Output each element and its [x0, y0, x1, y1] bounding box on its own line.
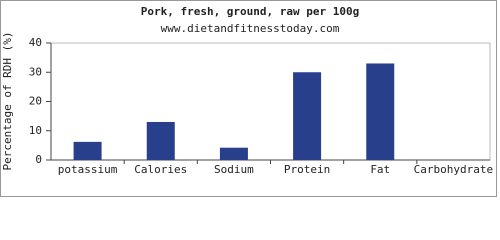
- x-tick-label: Protein: [284, 163, 330, 176]
- x-tick-label: potassium: [58, 163, 118, 176]
- x-tick-label: Carbohydrate: [414, 163, 493, 176]
- bar: [219, 147, 248, 160]
- y-tick-label: 0: [35, 153, 42, 166]
- chart-title: Pork, fresh, ground, raw per 100g: [141, 5, 360, 18]
- bar: [73, 141, 102, 160]
- y-tick-label: 30: [29, 65, 42, 78]
- x-tick-label: Fat: [370, 163, 390, 176]
- chart: Pork, fresh, ground, raw per 100g www.di…: [0, 0, 497, 197]
- y-axis-label: Percentage of RDH (%): [1, 31, 14, 170]
- x-tick-label: Calories: [134, 163, 187, 176]
- y-tick-label: 10: [29, 124, 42, 137]
- x-tick-label: Sodium: [214, 163, 254, 176]
- chart-subtitle: www.dietandfitnesstoday.com: [161, 22, 340, 35]
- bar: [293, 72, 322, 160]
- plot-area: [50, 42, 491, 161]
- bar: [366, 63, 395, 160]
- y-tick-label: 40: [29, 36, 42, 49]
- y-tick-label: 20: [29, 95, 42, 108]
- bar: [146, 121, 175, 160]
